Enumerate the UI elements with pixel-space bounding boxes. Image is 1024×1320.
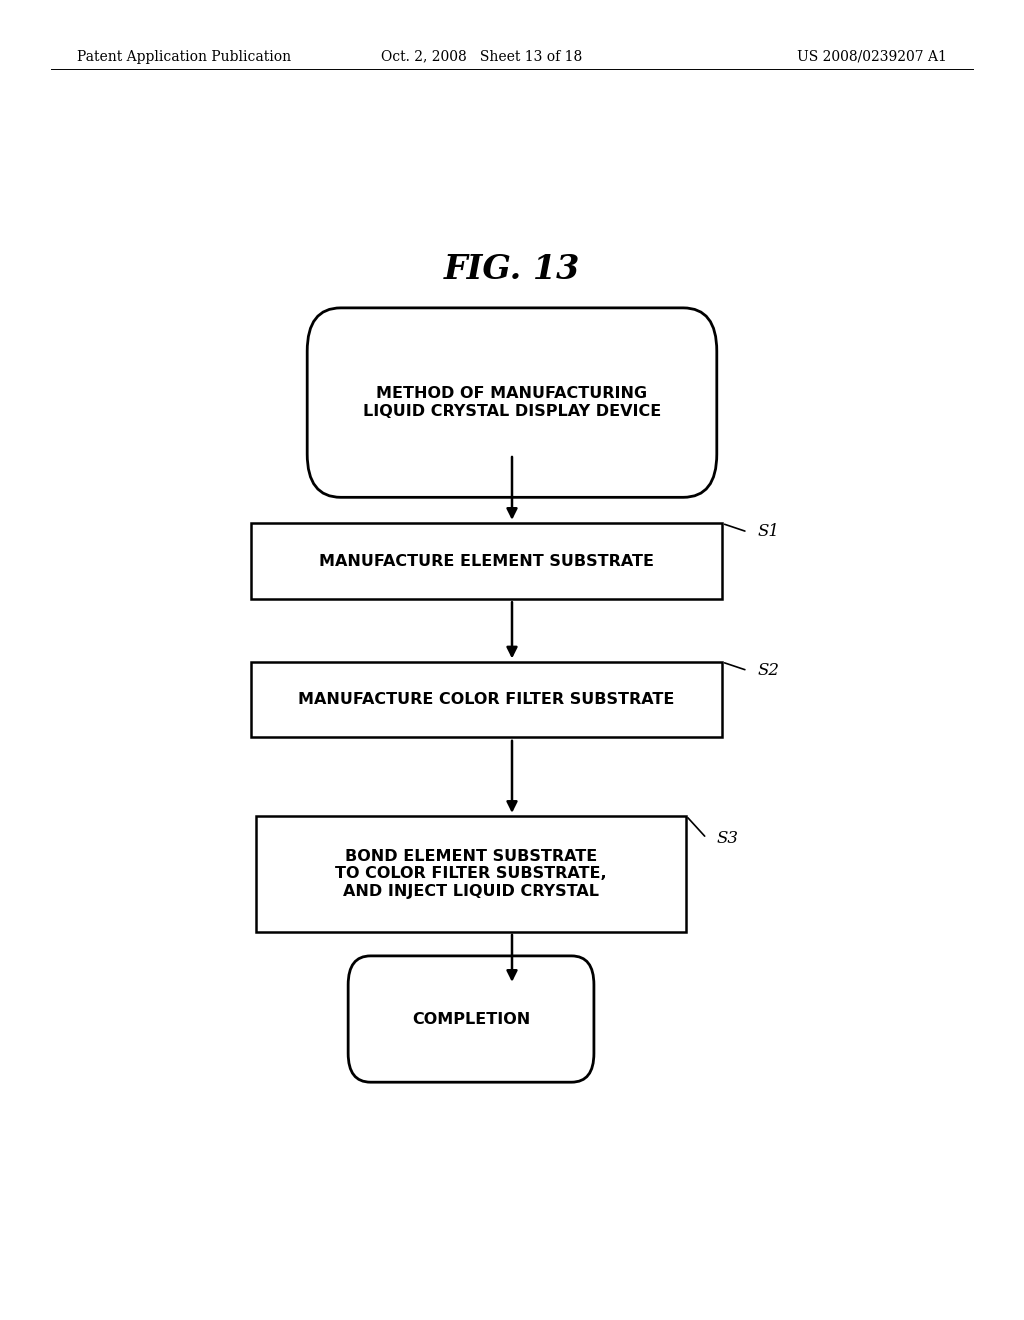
Text: BOND ELEMENT SUBSTRATE
TO COLOR FILTER SUBSTRATE,
AND INJECT LIQUID CRYSTAL: BOND ELEMENT SUBSTRATE TO COLOR FILTER S… [335, 849, 607, 899]
Text: Oct. 2, 2008   Sheet 13 of 18: Oct. 2, 2008 Sheet 13 of 18 [381, 50, 582, 63]
Bar [256, 816, 686, 932]
Text: COMPLETION: COMPLETION [412, 1011, 530, 1027]
FancyBboxPatch shape [348, 956, 594, 1082]
Text: METHOD OF MANUFACTURING
LIQUID CRYSTAL DISPLAY DEVICE: METHOD OF MANUFACTURING LIQUID CRYSTAL D… [362, 387, 662, 418]
Text: FIG. 13: FIG. 13 [443, 253, 581, 286]
Text: MANUFACTURE COLOR FILTER SUBSTRATE: MANUFACTURE COLOR FILTER SUBSTRATE [298, 692, 675, 708]
Text: MANUFACTURE ELEMENT SUBSTRATE: MANUFACTURE ELEMENT SUBSTRATE [318, 553, 654, 569]
FancyBboxPatch shape [307, 308, 717, 498]
Bar [251, 523, 722, 599]
Bar [251, 663, 722, 737]
Text: S1: S1 [758, 524, 779, 540]
Text: US 2008/0239207 A1: US 2008/0239207 A1 [798, 50, 947, 63]
Text: S3: S3 [717, 830, 738, 846]
Text: S2: S2 [758, 663, 779, 678]
Text: Patent Application Publication: Patent Application Publication [77, 50, 291, 63]
